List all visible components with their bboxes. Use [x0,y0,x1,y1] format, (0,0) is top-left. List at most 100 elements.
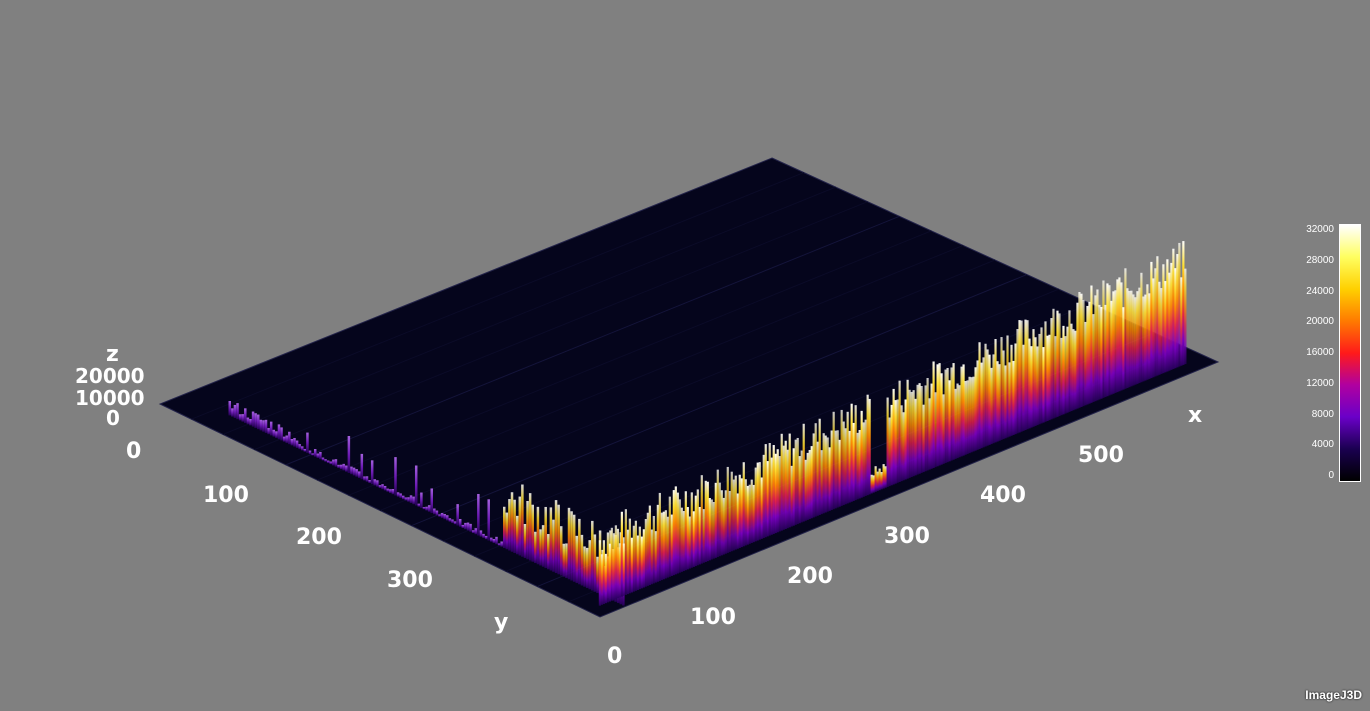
ridge-peak [324,459,327,462]
y-tick-0: 0 [126,439,142,464]
ridge-peak [1056,310,1059,417]
ridge-peak [986,349,989,446]
ridge-peak [1146,284,1149,380]
ridge-peak [518,496,522,556]
ridge-peak [1054,336,1057,418]
ridge-peak [505,512,509,550]
ridge-peak [666,516,669,578]
ridge-peak [1090,285,1093,403]
ridge-peak [610,527,613,601]
ridge-peak [834,430,837,509]
ridge-peak [231,408,234,417]
ridge-peak [888,417,891,487]
ridge-peak [902,412,905,481]
ridge-peak [632,525,635,592]
ridge-peak [285,435,288,443]
ridge-peak [840,409,843,506]
ridge-peak [1026,320,1029,430]
y-axis-label: y [494,610,509,635]
ridge-peak [295,440,299,448]
ridge-peak [554,500,558,574]
ridge-peak [772,445,775,534]
ridge-peak [788,433,791,528]
ridge-peak [1144,294,1147,381]
ridge-peak [618,543,621,598]
ridge-peak [1136,291,1139,384]
ridge-peak [778,456,781,532]
ridge-peak [1086,305,1089,405]
ridge-peak [814,423,817,517]
ridge-peak [269,421,273,436]
ridge-peak [774,453,777,534]
ridge-peak [964,381,967,455]
ridge-peak [282,436,286,442]
ridge-peak [593,534,597,592]
ridge-peak [531,504,534,562]
ridge-peak [394,457,397,496]
ridge-peak [640,536,643,589]
imagej3d-brand: ImageJ3D [1305,688,1362,702]
ridge-peak [288,431,291,445]
ridge-peak [1128,290,1131,388]
ridge-peak [430,488,433,513]
ridge-peak [1004,365,1007,439]
ridge-peak [1012,360,1015,435]
ridge-peak [1072,329,1075,411]
ridge-peak [1126,288,1129,388]
ridge-peak [241,414,244,422]
ridge-peak [378,485,382,488]
ridge-peak [355,469,358,477]
ridge-peak [886,397,889,487]
ridge-peak [1006,335,1009,438]
ridge-peak [628,518,631,594]
ridge-peak [1176,254,1179,368]
ridge-peak [570,511,573,581]
ridge-peak [626,529,629,595]
ridge-peak [246,417,250,425]
ridge-peak [942,394,945,464]
ridge-peak [708,497,711,561]
ridge-peak [427,505,431,512]
ridge-peak [228,400,232,416]
ridge-peak [922,404,925,473]
ridge-peak [722,497,725,555]
ridge-peak [267,428,270,435]
ridge-peak [914,398,917,476]
plane-line [442,288,1059,542]
ridge-peak [523,523,527,559]
ridge-peak [836,430,839,508]
ridge-peak [870,474,873,494]
ridge-peak [920,385,923,473]
ridge-peak [381,484,384,490]
ridge-peak [1180,277,1183,366]
ridge-peak [1018,320,1021,433]
ridge-peak [1080,293,1083,407]
ridge-peak [1038,333,1041,425]
ridge-peak [674,486,677,575]
ridge-peak [1040,327,1043,424]
ridge-peak [960,366,963,457]
ridge-peak [634,520,637,591]
ridge-peak [1170,262,1173,370]
ridge-peak [620,511,623,597]
ridge-peak [826,437,829,512]
ridge-peak [277,424,281,440]
y-tick-200: 200 [296,525,342,550]
ridge-peak [764,444,767,538]
ridge-peak [1068,310,1071,412]
ridge-peak [664,510,667,579]
colorbar-tick: 12000 [1306,377,1334,389]
ridge-peak [541,525,545,567]
ridge-peak [694,495,697,567]
surface-plane [158,157,1220,618]
ridge-peak [1114,290,1117,393]
ridge-peak [461,524,465,528]
ridge-peak [471,530,475,534]
ridge-peak [776,449,779,533]
ridge-peak [396,492,400,497]
ridge-peak [770,457,773,535]
ridge-peak [329,461,333,465]
ridge-peak [342,463,345,471]
